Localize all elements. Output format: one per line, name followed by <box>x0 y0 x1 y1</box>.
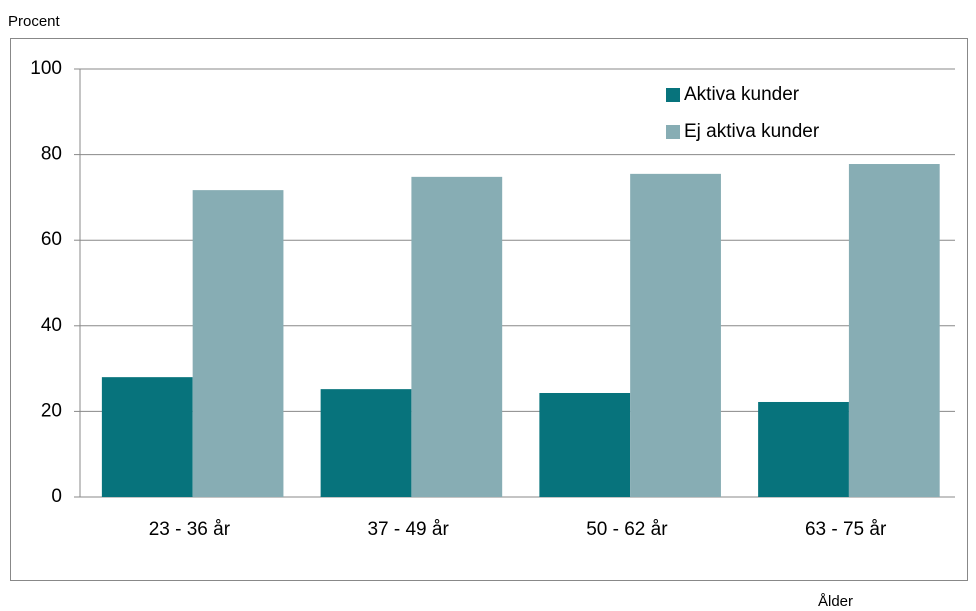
y-tick-label: 80 <box>41 144 62 165</box>
bar <box>192 190 284 497</box>
y-tick-label: 40 <box>41 315 62 336</box>
chart-frame <box>10 38 968 581</box>
x-tick-label: 37 - 49 år <box>367 519 449 540</box>
bar <box>320 389 412 497</box>
y-tick-label: 20 <box>41 400 62 421</box>
legend-swatch <box>666 88 680 102</box>
y-tick-label: 100 <box>30 58 62 79</box>
bar <box>758 401 849 497</box>
x-tick-label: 63 - 75 år <box>805 519 887 540</box>
x-tick-label: 50 - 62 år <box>586 519 668 540</box>
y-tick-label: 0 <box>51 486 62 507</box>
bar <box>101 377 193 497</box>
bar <box>848 164 940 498</box>
legend-label: Aktiva kunder <box>684 84 800 105</box>
bar <box>411 176 503 497</box>
x-tick-label: 23 - 36 år <box>149 519 231 540</box>
y-axis-label: Procent <box>8 13 61 30</box>
legend-label: Ej aktiva kunder <box>684 121 820 142</box>
bar <box>630 173 721 498</box>
legend-swatch <box>666 125 680 139</box>
bar <box>539 392 631 497</box>
y-tick-label: 60 <box>41 229 62 250</box>
x-axis-label: Ålder <box>818 593 853 610</box>
